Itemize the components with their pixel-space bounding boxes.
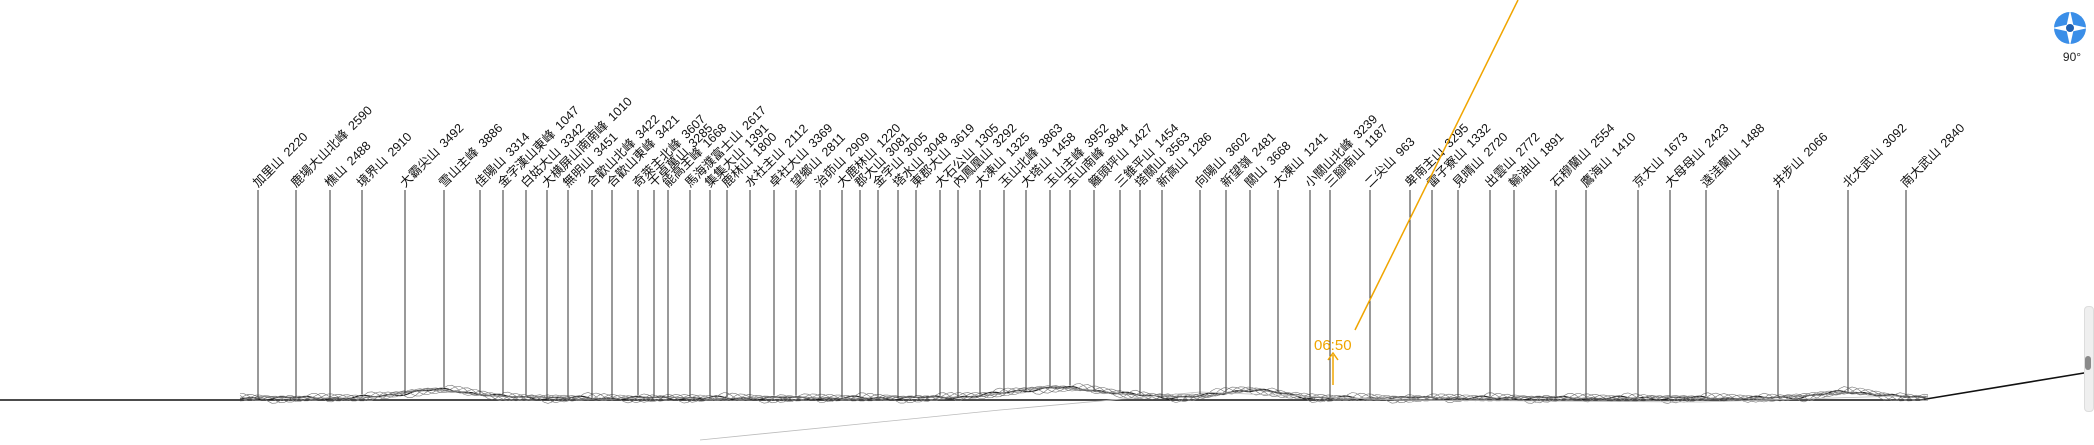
peak-leader-lines xyxy=(257,190,1907,399)
peak-name: 二尖山 xyxy=(1362,154,1398,190)
compass-icon xyxy=(2052,10,2088,46)
peak-elevation: 3844 xyxy=(1102,121,1132,151)
peak-elevation: 3619 xyxy=(948,121,978,151)
peak-name: 南大武山 xyxy=(1898,144,1944,190)
peak-name: 遠洼蘭山 xyxy=(1698,145,1743,190)
peak-elevation: 3092 xyxy=(1880,121,1910,151)
peak-elevation: 1427 xyxy=(1126,121,1156,151)
zoom-scroll-thumb[interactable] xyxy=(2085,356,2091,370)
peak-name: 大霸尖山 xyxy=(397,145,442,190)
peak-elevation: 3602 xyxy=(1223,130,1253,160)
foreground-slope-line xyxy=(699,391,1901,441)
peak-elevation: 3421 xyxy=(653,112,683,142)
horizon-line xyxy=(0,371,2091,401)
peak-name: 加里山 xyxy=(250,154,286,190)
peak-elevation: 963 xyxy=(1393,135,1418,160)
sun-time-label: 06:50 xyxy=(1314,337,1352,354)
peak-name: 樵山 xyxy=(322,162,350,190)
peak-elevation: 2423 xyxy=(1702,121,1732,151)
peak-labels: 加里山2220鹿場大山北峰2590樵山2488境界山2910大霸尖山3492雪山… xyxy=(250,94,1967,190)
ridge-line xyxy=(239,385,1929,402)
ridge-line xyxy=(239,385,1929,403)
peak-elevation: 2772 xyxy=(1513,130,1543,160)
compass-button[interactable] xyxy=(2050,8,2090,48)
peak-elevation: 2220 xyxy=(281,130,311,160)
peak-elevation: 1286 xyxy=(1185,130,1215,160)
peak-name: 京大山 xyxy=(1630,154,1666,190)
peak-name: 井步山 xyxy=(1770,154,1806,190)
peak-label[interactable]: 遠洼蘭山1488 xyxy=(1698,121,1767,190)
peak-elevation: 3886 xyxy=(476,121,506,151)
peak-elevation: 2840 xyxy=(1938,121,1968,151)
compass-heading: 90° xyxy=(2062,50,2082,64)
ridge-line xyxy=(239,383,1929,404)
peak-name: 北大武山 xyxy=(1840,145,1885,190)
peak-elevation: 1010 xyxy=(605,94,635,124)
sun-marker-arrow-icon xyxy=(1327,351,1339,361)
peak-elevation: 2112 xyxy=(782,122,811,151)
peak-label[interactable]: 井步山2066 xyxy=(1770,130,1830,190)
peak-elevation: 1891 xyxy=(1537,130,1567,160)
peak-elevation: 2910 xyxy=(385,130,415,160)
peak-elevation: 3492 xyxy=(437,121,467,151)
peak-elevation: 1488 xyxy=(1738,121,1768,151)
peak-elevation: 2590 xyxy=(346,103,376,133)
sun-path-line xyxy=(1354,0,1519,331)
ridge-line xyxy=(239,384,1929,404)
ridge-lines xyxy=(0,371,2091,441)
peak-elevation: 2066 xyxy=(1801,130,1831,160)
